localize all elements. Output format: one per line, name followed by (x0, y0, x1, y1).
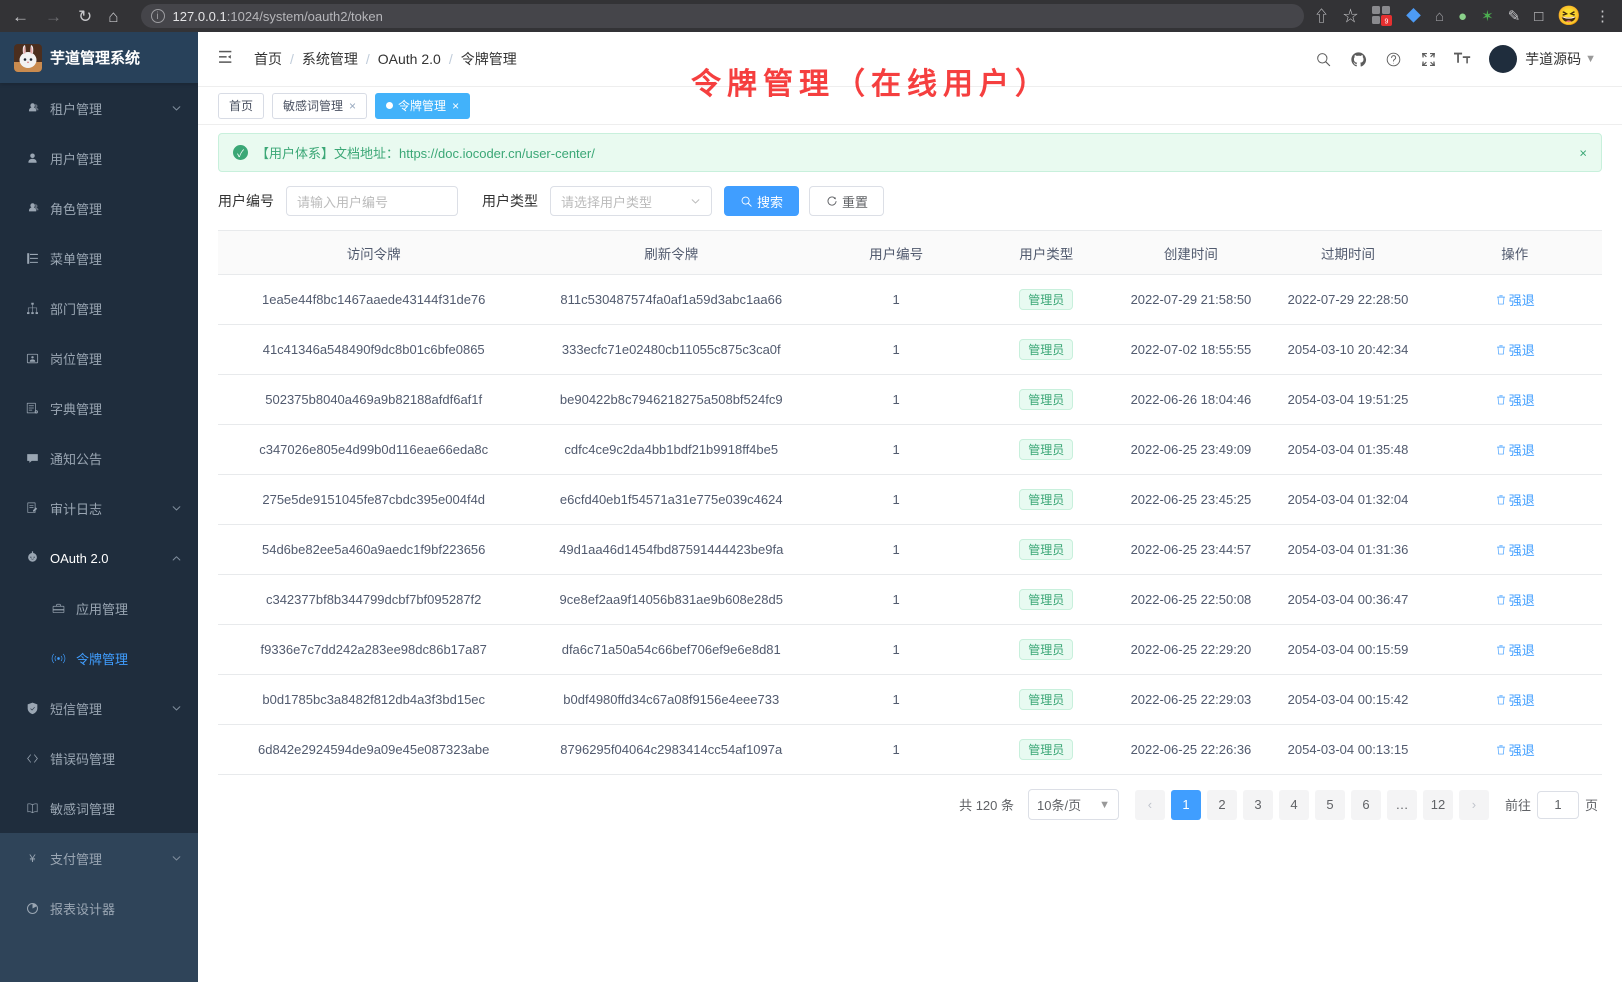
svg-text:¥: ¥ (28, 853, 36, 865)
svg-text:9: 9 (1385, 19, 1389, 26)
